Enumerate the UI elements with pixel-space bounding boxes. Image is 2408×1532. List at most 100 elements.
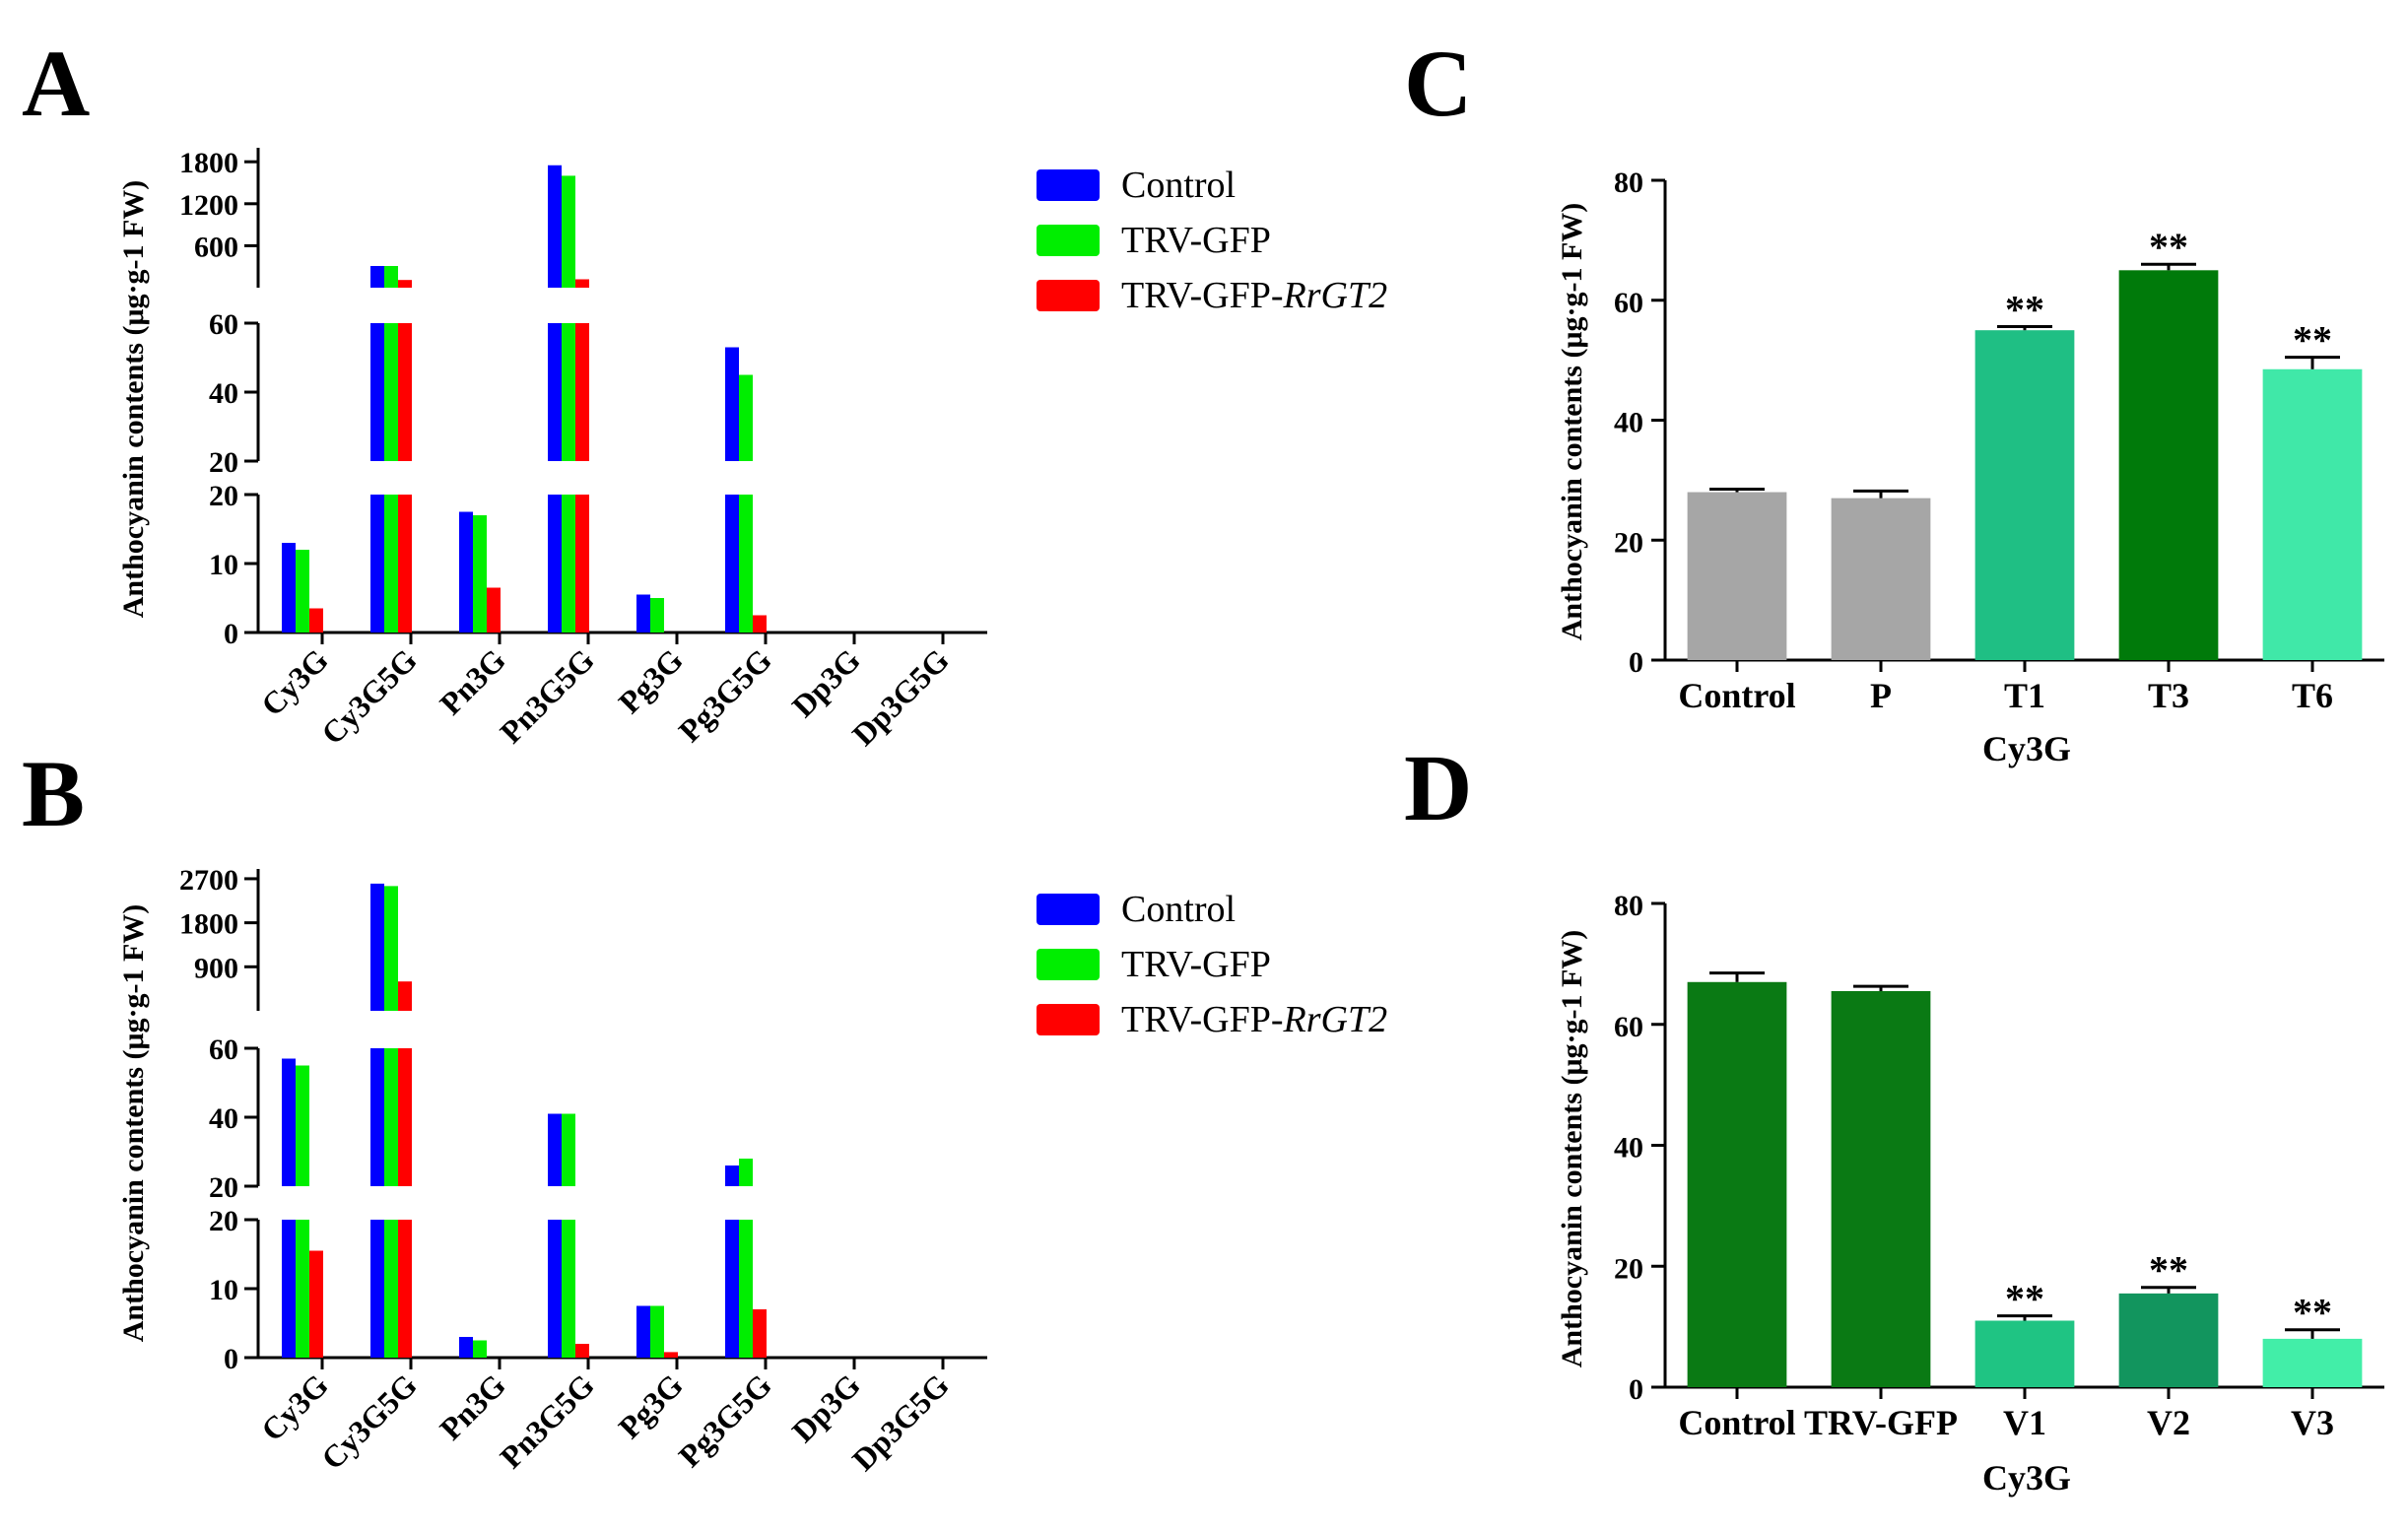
panel-b-y-axis-label: Anthocyanin contents (μg·g-1 FW) xyxy=(117,904,150,1343)
legend-swatch-control xyxy=(1037,169,1100,201)
bar-trv-gfp-cy3g xyxy=(296,1220,309,1358)
y-tick-label: 80 xyxy=(1614,890,1643,922)
y-tick-label: 600 xyxy=(194,231,238,263)
bar-trv-gfp-rrgt2-pg3g xyxy=(664,1352,678,1358)
bar-control-pg3g5g xyxy=(725,1220,739,1358)
x-tick-label-dp3g5g: Dp3G5G xyxy=(845,1366,956,1477)
panel-c-plot: 0 20 40 60 80 Control P ** T1 ** T3 ** T6 xyxy=(1614,167,2384,715)
legend-swatch-control xyxy=(1037,894,1100,925)
bar-v1 xyxy=(1974,1320,2075,1387)
y-tick-label: 20 xyxy=(1614,526,1643,559)
y-tick-label: 0 xyxy=(224,1343,238,1375)
bar-control-pn3g5g xyxy=(548,1113,562,1186)
panel-label-b: B xyxy=(22,741,85,846)
x-tick-label-t3: T3 xyxy=(2148,676,2189,715)
panel-c-y-axis-label: Anthocyanin contents (μg·g-1 FW) xyxy=(1556,203,1588,641)
panel-label-c: C xyxy=(1404,31,1472,136)
x-tick-label-pn3g: Pn3G xyxy=(433,641,512,721)
bar-control-pn3g5g xyxy=(548,165,562,288)
x-tick-label-p: P xyxy=(1870,676,1892,715)
bar-trv-gfp-cy3g5g xyxy=(384,1220,398,1358)
bar-trv-gfp-cy3g5g xyxy=(384,1048,398,1186)
legend-label-trv-gfp-rrgt2: TRV-GFP-RrGT2 xyxy=(1121,999,1387,1040)
bar-control-cy3g5g xyxy=(370,495,384,633)
y-tick-label: 40 xyxy=(209,377,238,410)
bar-trv-gfp-cy3g5g xyxy=(384,886,398,1011)
legend-swatch-trv-gfp-rrgt2 xyxy=(1037,1004,1100,1035)
bar-trv-gfp-rrgt2-cy3g5g xyxy=(398,1220,412,1358)
x-tick-label-pg3g5g: Pg3G5G xyxy=(672,1366,778,1473)
bar-t6 xyxy=(2262,368,2363,660)
bar-control-pg3g5g xyxy=(725,495,739,633)
significance-t1: ** xyxy=(2005,288,2044,332)
y-tick-label: 2700 xyxy=(179,864,238,897)
y-tick-label: 60 xyxy=(209,1033,238,1066)
y-tick-label: 1200 xyxy=(179,189,238,222)
bar-control xyxy=(1687,981,1787,1387)
panel-d-x-axis-title: Cy3G xyxy=(1982,1458,2071,1498)
bar-trv-gfp-pg3g5g xyxy=(739,374,753,461)
bar-control-pn3g xyxy=(459,1337,473,1358)
x-tick-label-trv-gfp: TRV-GFP xyxy=(1804,1403,1958,1442)
y-tick-label: 20 xyxy=(209,446,238,479)
significance-v1: ** xyxy=(2005,1277,2044,1321)
panel-a-legend: Control TRV-GFP TRV-GFP-RrGT2 xyxy=(1037,165,1387,316)
bar-control xyxy=(1687,492,1787,660)
legend-label-control: Control xyxy=(1121,889,1236,930)
y-tick-label: 20 xyxy=(1614,1252,1643,1285)
bar-t1 xyxy=(1974,330,2075,660)
x-tick-label-cy3g5g: Cy3G5G xyxy=(314,641,424,751)
bar-control-cy3g5g xyxy=(370,1048,384,1186)
panel-c: C Anthocyanin contents (μg·g-1 FW) 0 20 40… xyxy=(1404,31,2384,768)
legend-label-trv-gfp: TRV-GFP xyxy=(1121,220,1271,261)
x-tick-label-v2: V2 xyxy=(2147,1403,2190,1442)
bar-control-cy3g5g xyxy=(370,265,384,288)
bar-trv-gfp-pn3g5g xyxy=(562,175,575,288)
bar-control-cy3g5g xyxy=(370,1220,384,1358)
bar-trv-gfp-rrgt2-cy3g xyxy=(309,1250,323,1358)
bar-trv-gfp-cy3g xyxy=(296,1065,309,1186)
bar-control-pg3g xyxy=(636,594,650,633)
bar-t3 xyxy=(2118,270,2219,660)
y-tick-label: 10 xyxy=(209,1274,238,1306)
x-tick-label-dp3g5g: Dp3G5G xyxy=(845,641,956,752)
x-tick-label-pg3g: Pg3G xyxy=(611,641,690,720)
bar-trv-gfp-pn3g xyxy=(473,1340,487,1358)
bar-trv-gfp-rrgt2-cy3g5g xyxy=(398,495,412,633)
y-tick-label: 900 xyxy=(194,952,238,984)
x-tick-label-cy3g: Cy3G xyxy=(254,1366,335,1447)
y-tick-label: 80 xyxy=(1614,167,1643,199)
bar-trv-gfp-pg3g xyxy=(650,1305,664,1358)
bar-trv-gfp-pn3g5g xyxy=(562,323,575,461)
y-tick-label: 0 xyxy=(1629,646,1643,679)
bar-trv-gfp-rrgt2-pn3g5g xyxy=(575,323,589,461)
bar-trv-gfp-pn3g5g xyxy=(562,1220,575,1358)
y-tick-label: 10 xyxy=(209,549,238,581)
x-tick-label-pg3g: Pg3G xyxy=(611,1366,690,1445)
bar-trv-gfp-rrgt2-cy3g xyxy=(309,608,323,633)
y-tick-label: 40 xyxy=(1614,1132,1643,1165)
bar-trv-gfp-rrgt2-pn3g5g xyxy=(575,1344,589,1358)
panel-label-d: D xyxy=(1404,735,1472,840)
bar-trv-gfp-pn3g xyxy=(473,515,487,633)
bar-control-cy3g xyxy=(282,1058,296,1186)
legend-label-trv-gfp: TRV-GFP xyxy=(1121,944,1271,985)
legend-label-trv-gfp-rrgt2: TRV-GFP-RrGT2 xyxy=(1121,275,1387,316)
x-tick-label-pg3g5g: Pg3G5G xyxy=(672,641,778,748)
bar-control-pn3g5g xyxy=(548,495,562,633)
x-tick-label-dp3g: Dp3G xyxy=(785,1366,867,1448)
bar-trv-gfp xyxy=(1831,990,1931,1387)
bar-trv-gfp-pg3g5g xyxy=(739,1220,753,1358)
y-tick-label: 0 xyxy=(224,618,238,650)
y-tick-label: 60 xyxy=(1614,287,1643,319)
bar-trv-gfp-cy3g5g xyxy=(384,495,398,633)
x-tick-label-v1: V1 xyxy=(2003,1403,2046,1442)
bar-trv-gfp-rrgt2-cy3g5g xyxy=(398,981,412,1011)
y-tick-label: 20 xyxy=(209,480,238,512)
x-tick-label-cy3g5g: Cy3G5G xyxy=(314,1366,424,1476)
bar-v2 xyxy=(2118,1293,2219,1387)
bar-trv-gfp-rrgt2-pn3g xyxy=(487,587,501,633)
bar-control-pg3g5g xyxy=(725,1166,739,1186)
panel-d-y-axis-label: Anthocyanin contents (μg·g-1 FW) xyxy=(1556,930,1588,1368)
y-tick-label: 1800 xyxy=(179,908,238,941)
